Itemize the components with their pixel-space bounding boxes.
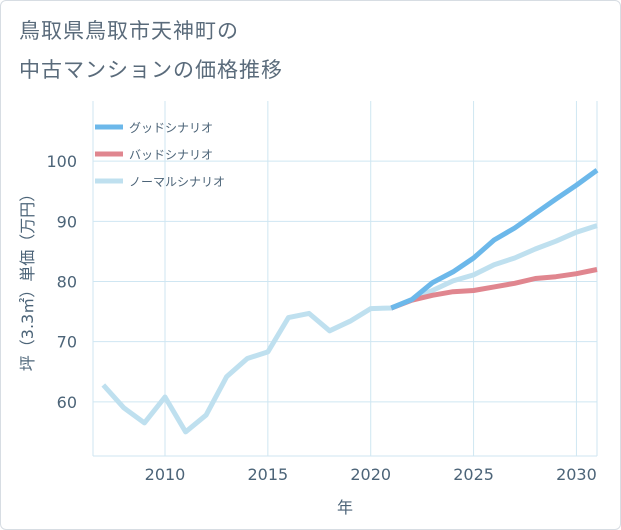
y-tick-label: 100 xyxy=(46,152,77,171)
y-tick-label: 70 xyxy=(57,333,77,352)
chart-title-line-1: 鳥取県鳥取市天神町の xyxy=(19,19,239,43)
series-lines xyxy=(101,168,599,435)
series-line-good xyxy=(390,168,599,311)
series-line-bad xyxy=(390,267,598,311)
legend-label: バッドシナリオ xyxy=(129,148,213,162)
x-tick-label: 2020 xyxy=(350,465,391,484)
x-axis-ticks: 2010 2015 2020 2025 2030 xyxy=(145,465,597,484)
y-axis-title: 坪（3.3㎡）単価（万円） xyxy=(18,186,37,371)
y-tick-label: 90 xyxy=(57,212,77,231)
legend-label: グッドシナリオ xyxy=(129,121,213,135)
grid xyxy=(92,101,598,457)
x-axis-title: 年 xyxy=(337,498,353,517)
x-tick-label: 2015 xyxy=(247,465,288,484)
legend-label: ノーマルシナリオ xyxy=(129,175,225,189)
y-tick-label: 80 xyxy=(57,273,77,292)
series-line-normal xyxy=(101,223,598,435)
chart-title-line-2: 中古マンションの価格推移 xyxy=(19,58,283,82)
y-tick-label: 60 xyxy=(57,393,77,412)
x-tick-label: 2010 xyxy=(145,465,186,484)
y-axis-ticks: 60 70 80 90 100 xyxy=(46,152,77,412)
x-tick-label: 2025 xyxy=(453,465,494,484)
x-tick-label: 2030 xyxy=(556,465,597,484)
